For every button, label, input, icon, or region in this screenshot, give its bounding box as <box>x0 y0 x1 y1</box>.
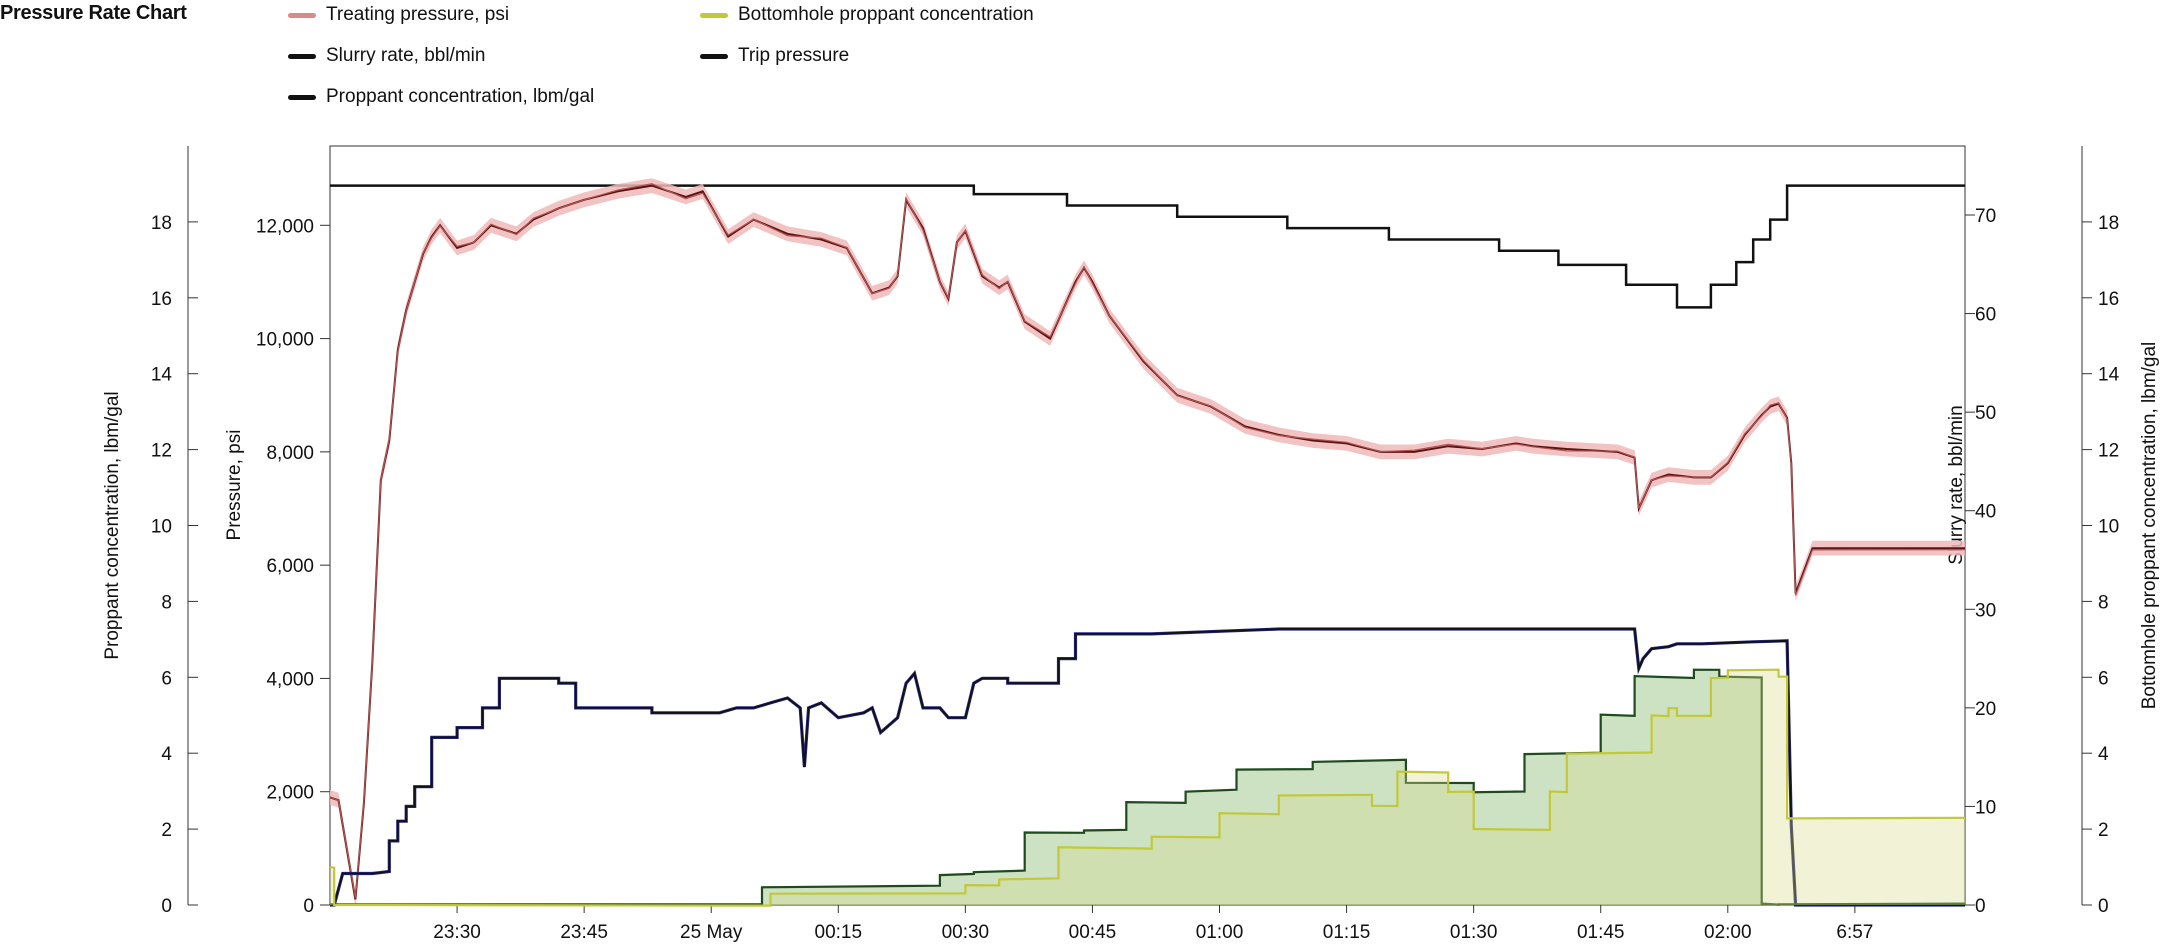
slurry-rate-tick-label: 70 <box>1975 206 1996 227</box>
x-tick-label: 25 May <box>680 922 743 943</box>
pressure-tick-label: 6,000 <box>266 556 314 577</box>
series-line-proppant-concentration-lbm-gal <box>329 668 1966 906</box>
bottomhole-tick-label: 10 <box>2098 517 2119 538</box>
pressure-tick-label: 4,000 <box>266 669 314 690</box>
legend-label: Bottomhole proppant concentration <box>738 4 1034 25</box>
legend-label: Proppant concentration, lbm/gal <box>326 86 595 107</box>
proppant-left-tick-label: 4 <box>161 744 172 765</box>
proppant-left-tick-label: 14 <box>151 365 173 386</box>
slurry-rate-axis-title: Slurry rate, bbl/min <box>1946 405 1967 564</box>
axes: 0 2 4 6 8 10 12 14 16 18 0 2,000 4,000 6,000 8,000 10,0… <box>102 145 2160 943</box>
proppant-left-tick-label: 18 <box>151 213 172 234</box>
bottomhole-tick-label: 0 <box>2098 896 2109 917</box>
pressure-tick-label: 12,000 <box>256 216 314 237</box>
slurry-rate-tick-label: 20 <box>1975 699 1996 720</box>
legend-swatch <box>700 12 728 18</box>
bottomhole-tick-label: 8 <box>2098 592 2109 613</box>
slurry-rate-tick-label: 40 <box>1975 502 1996 523</box>
proppant-left-axis-title: Proppant concentration, lbm/gal <box>102 391 123 659</box>
x-tick-label: 01:15 <box>1323 922 1371 943</box>
x-tick-label: 01:45 <box>1577 922 1625 943</box>
legend-swatch <box>700 53 728 59</box>
series-line-treating-pressure-psi-trace <box>329 183 1966 898</box>
legend-swatch <box>288 12 316 18</box>
legend-item-slurry-rate[interactable]: Slurry rate, bbl/min <box>288 45 485 67</box>
plot-area <box>329 178 1966 907</box>
proppant-left-tick-label: 16 <box>151 289 172 310</box>
legend: Treating pressure, psi Bottomhole proppa… <box>288 0 1188 120</box>
series-line-trip-pressure <box>330 184 1965 309</box>
x-tick-label: 01:00 <box>1196 922 1244 943</box>
slurry-rate-tick-label: 10 <box>1975 797 1996 818</box>
bottomhole-tick-label: 16 <box>2098 289 2119 310</box>
x-tick-label: 00:15 <box>815 922 863 943</box>
series-area-bottomhole-proppant-concentration <box>330 669 1965 905</box>
bottomhole-tick-label: 14 <box>2098 365 2120 386</box>
legend-swatch <box>288 94 316 100</box>
chart-title: Pressure Rate Chart <box>0 2 187 24</box>
pressure-tick-label: 10,000 <box>256 330 314 351</box>
pressure-axis-title: Pressure, psi <box>224 430 245 541</box>
proppant-left-tick-label: 6 <box>161 668 172 689</box>
pressure-tick-label: 2,000 <box>266 783 314 804</box>
proppant-left-tick-label: 10 <box>151 517 172 538</box>
legend-swatch <box>288 53 316 59</box>
proppant-left-tick-label: 8 <box>161 592 172 613</box>
proppant-left-tick-label: 0 <box>161 896 172 917</box>
x-tick-label: 23:30 <box>433 922 481 943</box>
x-tick-label: 02:00 <box>1704 922 1752 943</box>
bottomhole-axis-title: Bottomhole proppant concentration, lbm/g… <box>2139 342 2160 710</box>
slurry-rate-tick-label: 60 <box>1975 305 1996 326</box>
bottomhole-tick-label: 6 <box>2098 668 2109 689</box>
legend-item-treating-pressure[interactable]: Treating pressure, psi <box>288 4 509 26</box>
slurry-rate-tick-label: 30 <box>1975 600 1996 621</box>
plot-frame <box>329 145 1966 906</box>
series-area-proppant-concentration-lbm-gal <box>330 669 1965 905</box>
legend-label: Slurry rate, bbl/min <box>326 45 486 66</box>
slurry-rate-tick-label: 50 <box>1975 403 1996 424</box>
x-tick-label: 23:45 <box>560 922 608 943</box>
bottomhole-tick-label: 2 <box>2098 820 2109 841</box>
legend-item-bottomhole-proppant[interactable]: Bottomhole proppant concentration <box>700 4 1034 26</box>
bottomhole-tick-label: 18 <box>2098 213 2119 234</box>
legend-item-trip-pressure[interactable]: Trip pressure <box>700 45 849 67</box>
pressure-tick-label: 8,000 <box>266 443 314 464</box>
legend-label: Trip pressure <box>738 45 850 66</box>
slurry-rate-tick-label: 0 <box>1975 896 1986 917</box>
series-line-slurry-rate-bbl-min <box>330 628 1965 906</box>
pressure-tick-label: 0 <box>303 896 314 917</box>
x-tick-label: 00:30 <box>942 922 990 943</box>
proppant-left-tick-label: 12 <box>151 441 172 462</box>
x-tick-label: 6:57 <box>1836 922 1873 943</box>
series-line-bottomhole-proppant-concentration <box>329 668 1966 907</box>
x-tick-label: 00:45 <box>1069 922 1117 943</box>
legend-label: Treating pressure, psi <box>326 4 510 25</box>
bottomhole-tick-label: 4 <box>2098 744 2109 765</box>
bottomhole-tick-label: 12 <box>2098 441 2119 462</box>
legend-item-proppant-concentration[interactable]: Proppant concentration, lbm/gal <box>288 86 594 108</box>
x-tick-label: 01:30 <box>1450 922 1498 943</box>
proppant-left-tick-label: 2 <box>161 820 172 841</box>
